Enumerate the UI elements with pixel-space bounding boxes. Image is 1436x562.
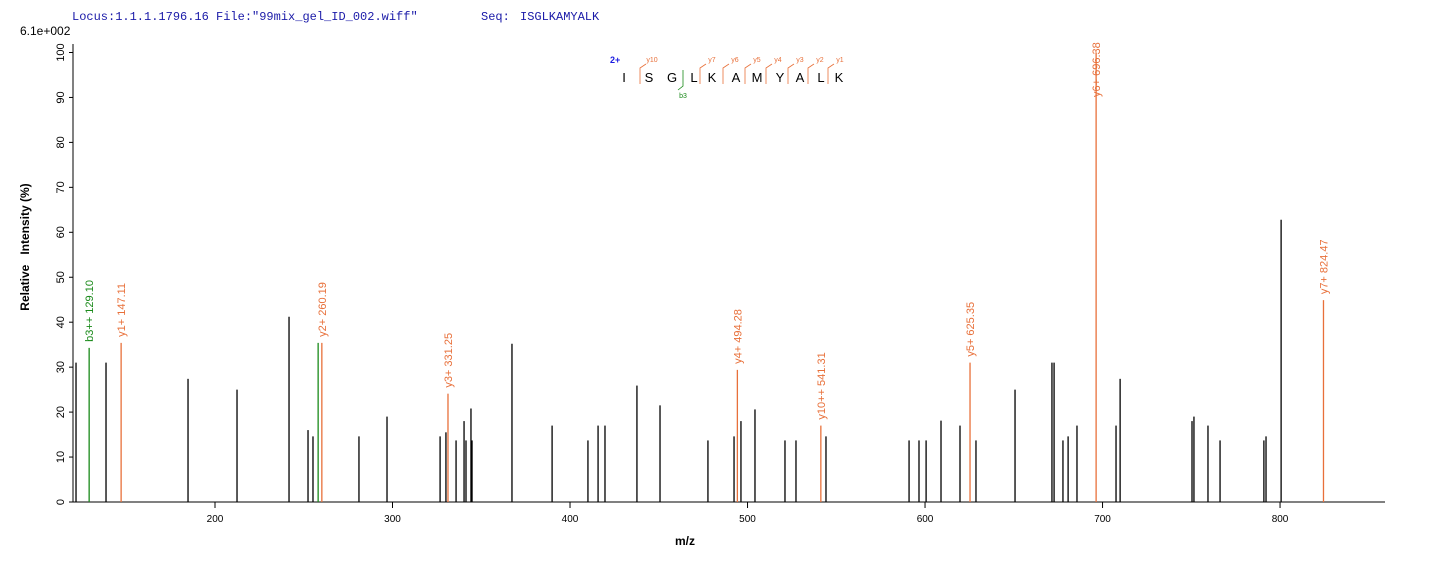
seq: ISGLKAMYALK [520, 10, 600, 24]
x-tick-label: 500 [739, 514, 756, 525]
residue: G [667, 70, 677, 85]
y-tick-label: 80 [55, 136, 67, 148]
peak-label: b3++ 129.10 [84, 280, 96, 342]
peak-label: y5+ 625.35 [965, 302, 977, 357]
y-tick-label: 50 [55, 271, 67, 283]
residue: S [645, 70, 654, 85]
peak-label: y2+ 260.19 [317, 282, 329, 337]
charge: 2+ [610, 55, 620, 65]
y-tick-label: 10 [55, 451, 67, 463]
peak-label: y10++ 541.31 [816, 352, 828, 419]
y-ion-mark [722, 63, 730, 84]
y-tick-label: 0 [55, 499, 67, 505]
residue: Y [776, 70, 785, 85]
y-axis-label: Relative Intensity (%) [18, 183, 32, 310]
residue: L [690, 70, 697, 85]
y-ion-mark [787, 63, 795, 84]
x-tick-label: 300 [384, 514, 401, 525]
y-ion: y6 [731, 57, 739, 64]
y-ion-mark [765, 63, 773, 84]
y-ion: y2 [816, 57, 824, 64]
seq-label: Seq: [481, 10, 510, 24]
y-ion: y7 [708, 57, 716, 64]
y-tick-label: 30 [55, 361, 67, 373]
peak-label: y3+ 331.25 [443, 333, 455, 388]
x-tick-label: 800 [1272, 514, 1289, 525]
peak-label: y7+ 824.47 [1318, 239, 1330, 294]
y-tick-label: 60 [55, 226, 67, 238]
y-ion-mark [639, 63, 647, 84]
y-ion: y4 [774, 57, 782, 64]
residue: K [708, 70, 717, 85]
y-ion: y1 [836, 57, 844, 64]
residue: A [732, 70, 741, 85]
y-ion: y5 [753, 57, 761, 64]
y-ion-mark [807, 63, 815, 84]
residue: L [817, 70, 824, 85]
peak-label: y4+ 494.28 [732, 309, 744, 364]
b-ion: b3 [679, 93, 687, 100]
residue: K [835, 70, 844, 85]
x-tick-label: 700 [1094, 514, 1111, 525]
y-tick-label: 40 [55, 316, 67, 328]
y-ion-mark [827, 63, 835, 84]
y-ion-mark [699, 63, 707, 84]
y-ion: y10 [646, 57, 657, 64]
peak-label: y1+ 147.11 [116, 283, 128, 337]
residue: A [796, 70, 805, 85]
b-ion-mark [677, 70, 684, 91]
y-ion-mark [744, 63, 752, 84]
y-tick-label: 20 [55, 406, 67, 418]
residue: I [622, 70, 626, 85]
y-tick-label: 90 [55, 91, 67, 103]
x-tick-label: 200 [207, 514, 224, 525]
peak-label: y6+ 696.38 [1091, 42, 1103, 97]
y-tick-label: 70 [55, 181, 67, 193]
x-tick-label: 600 [917, 514, 934, 525]
locus: Locus:1.1.1.1796.16 File:"99mix_gel_ID_0… [72, 10, 418, 24]
x-tick-label: 400 [562, 514, 579, 525]
scale-label: 6.1e+002 [20, 24, 71, 38]
y-tick-label: 100 [55, 43, 67, 61]
residue: M [752, 70, 763, 85]
x-axis-label: m/z [675, 534, 695, 548]
y-ion: y3 [796, 57, 804, 64]
